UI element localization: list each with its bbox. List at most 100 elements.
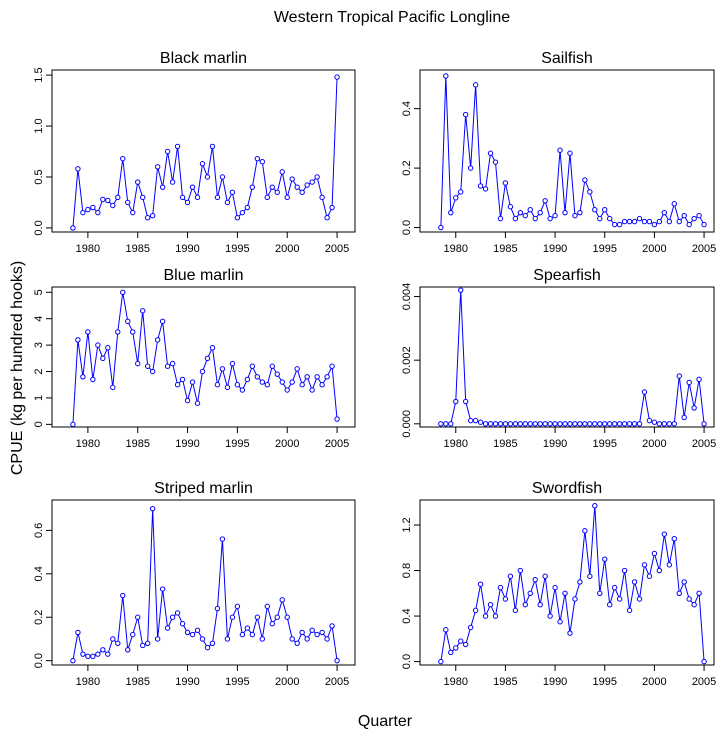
data-point (527, 590, 533, 597)
data-point (334, 657, 340, 664)
data-point (443, 627, 449, 633)
data-point (70, 225, 76, 231)
panel-title: Black marlin (160, 50, 247, 67)
data-point (671, 201, 677, 207)
data-point (125, 199, 131, 206)
x-tick-label: 1980 (444, 243, 468, 255)
data-point (249, 184, 256, 190)
data-point (666, 421, 673, 427)
data-point (597, 215, 603, 222)
data-point (547, 421, 553, 427)
data-point (522, 601, 528, 608)
data-point (289, 176, 295, 182)
x-tick-label: 1985 (493, 243, 517, 255)
data-point (309, 627, 315, 633)
plot-frame (419, 69, 715, 233)
data-point (696, 590, 702, 597)
data-point (458, 287, 464, 293)
data-point (279, 169, 285, 175)
data-point (631, 579, 638, 585)
y-tick-label: 1.5 (33, 67, 45, 82)
data-point (144, 215, 151, 221)
data-point (259, 636, 266, 642)
data-point (482, 421, 489, 427)
data-point (443, 421, 449, 427)
data-point (319, 382, 325, 388)
data-point (309, 179, 315, 185)
data-point (135, 179, 141, 185)
data-point (492, 421, 499, 427)
data-point (274, 189, 280, 195)
y-tick-label: 0.4 (33, 566, 45, 581)
data-point (334, 74, 340, 80)
data-point (254, 374, 261, 380)
data-point (587, 573, 593, 579)
data-point (472, 417, 479, 424)
data-point (110, 202, 116, 209)
x-tick-label: 2005 (325, 676, 349, 688)
data-point (159, 318, 166, 325)
data-point (224, 384, 231, 391)
data-point (552, 584, 558, 591)
y-tick-label: 0.002 (401, 346, 413, 374)
data-point (502, 421, 509, 427)
data-point (448, 209, 454, 216)
data-point (696, 376, 702, 382)
data-point (448, 421, 454, 427)
data-point (621, 567, 628, 574)
data-point (140, 308, 146, 314)
data-point (239, 209, 246, 216)
data-point (527, 207, 533, 213)
data-point (562, 421, 568, 427)
data-point (219, 174, 226, 180)
data-point (164, 148, 171, 155)
data-point (686, 596, 692, 602)
x-tick-label: 1995 (593, 438, 617, 450)
data-point (487, 601, 494, 608)
panel-title: Swordfish (532, 480, 602, 497)
y-tick-label: 1.2 (401, 517, 413, 532)
data-point (646, 573, 653, 579)
data-point (462, 398, 469, 405)
y-axis-label: CPUE (kg per hundred hooks) (9, 261, 26, 475)
data-point (542, 573, 548, 579)
data-point (532, 421, 538, 427)
data-point (701, 421, 707, 427)
x-tick-label: 1990 (175, 676, 199, 688)
data-point (174, 382, 181, 388)
data-point (144, 640, 151, 646)
data-point (507, 573, 514, 579)
data-point (120, 592, 126, 599)
data-point (269, 184, 275, 190)
data-point (324, 215, 330, 221)
data-point (517, 421, 524, 427)
data-point (567, 630, 573, 636)
data-point (304, 374, 310, 380)
data-point (294, 184, 300, 190)
data-point (567, 150, 573, 156)
data-point (477, 183, 484, 189)
data-point (154, 164, 161, 170)
data-point (75, 166, 81, 172)
data-point (602, 207, 608, 213)
data-point (661, 421, 668, 427)
data-point (204, 355, 211, 362)
data-point (453, 645, 459, 651)
data-point (467, 624, 474, 631)
data-point (324, 636, 330, 642)
data-point (284, 194, 290, 201)
data-point (641, 389, 648, 395)
y-tick-label: 0.4 (401, 608, 413, 623)
data-point (85, 329, 91, 335)
plot-frame (419, 499, 715, 666)
x-tick-label: 1985 (493, 438, 517, 450)
data-point (472, 82, 479, 88)
data-point (572, 421, 578, 427)
y-tick-label: 0.8 (401, 563, 413, 578)
data-point (105, 651, 111, 657)
data-point (602, 556, 608, 562)
data-point (562, 209, 568, 216)
data-point (443, 73, 449, 79)
data-point (120, 289, 126, 295)
data-point (453, 195, 459, 201)
